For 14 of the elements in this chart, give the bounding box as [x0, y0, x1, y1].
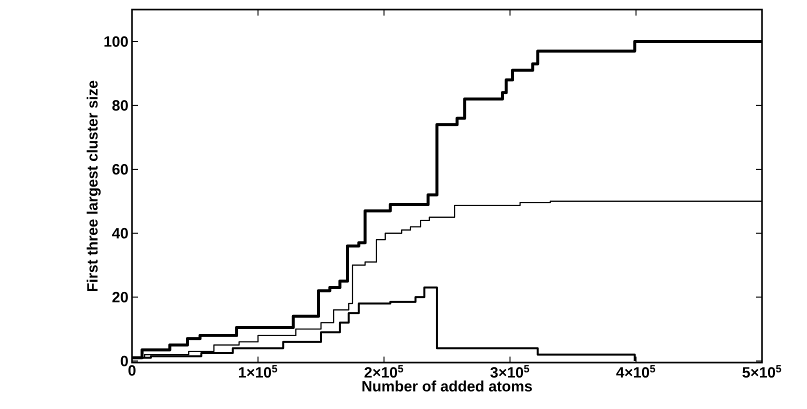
x-tick-label: 2×10$^{5}$ [364, 365, 404, 378]
y-tick-label: 80 [112, 100, 128, 111]
x-tick-label: 3×10$^{5}$ [490, 365, 530, 378]
x-axis-title: Number of added atoms [362, 380, 532, 392]
y-tick-label: 20 [112, 292, 128, 302]
y-tick-label: 40 [112, 228, 128, 238]
y-tick-label: 100 [104, 36, 128, 47]
y-axis-title: First three largest cluster size [86, 80, 101, 291]
x-tick-label: 0 [128, 365, 136, 376]
x-tick-label: 5×10$^{5}$ [742, 365, 782, 378]
y-tick-label: 60 [112, 164, 128, 175]
x-tick-label: 4×10$^{5}$ [616, 365, 656, 378]
x-tick-label: 1×10$^{5}$ [238, 365, 278, 378]
y-tick-label: 0 [120, 356, 128, 366]
